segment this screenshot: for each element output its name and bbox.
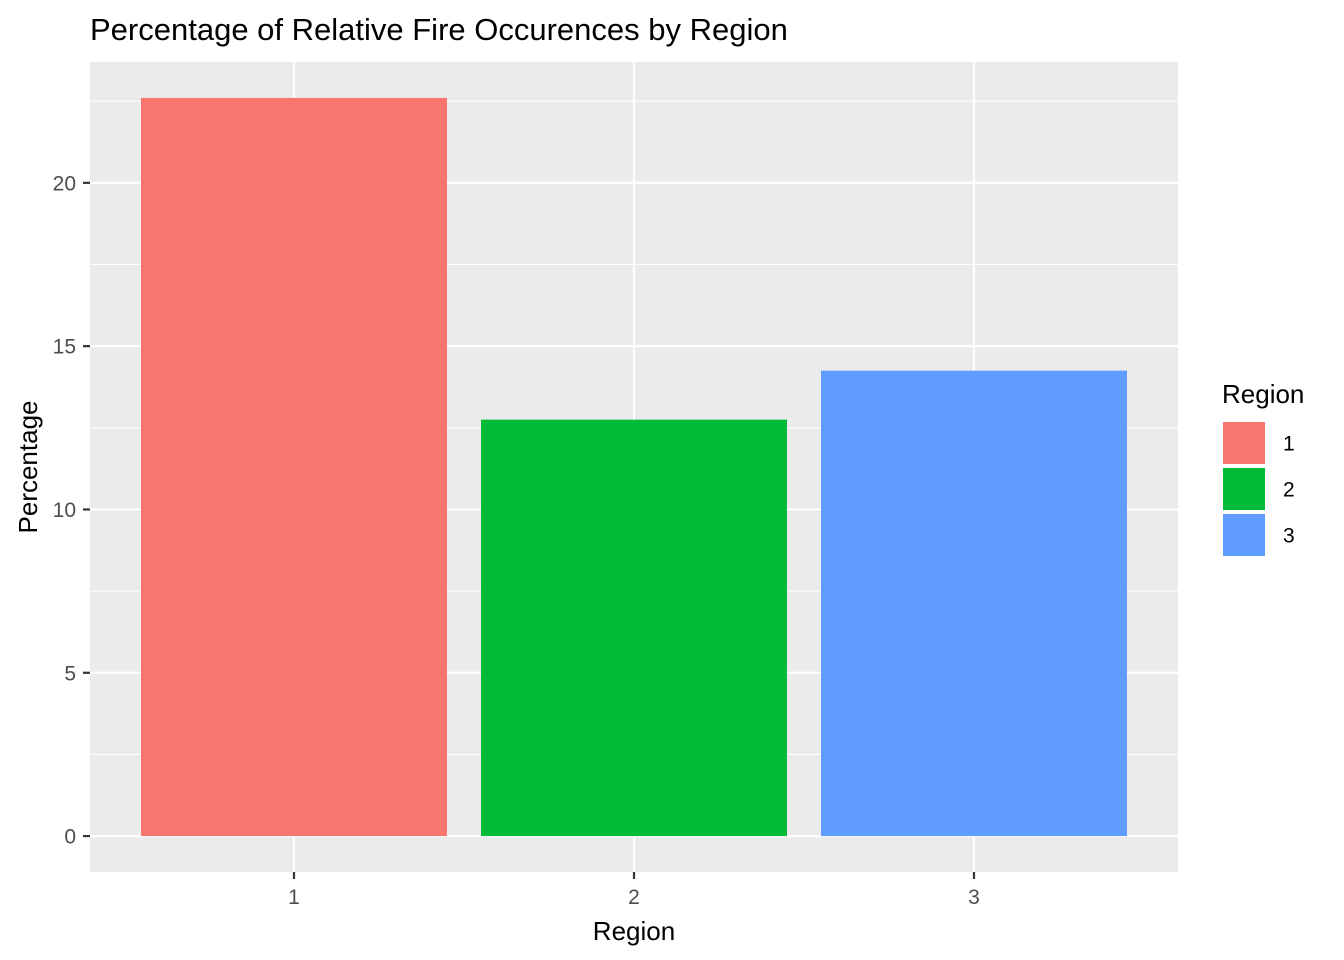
legend-key-1 [1221,420,1267,466]
x-axis: 1 2 3 [288,872,980,909]
x-tick-label: 2 [628,886,640,909]
chart-title: Percentage of Relative Fire Occurences b… [90,12,788,47]
y-tick-label: 10 [53,499,76,522]
bars [141,97,1127,837]
legend-key-2 [1221,466,1267,512]
legend-label: 2 [1283,479,1295,502]
legend-label: 1 [1283,433,1295,456]
y-tick-label: 20 [53,172,76,195]
x-axis-title: Region [593,916,675,946]
bar-region-2 [481,419,787,837]
y-tick-label: 5 [64,662,76,685]
legend-label: 3 [1283,525,1295,548]
y-tick-label: 0 [64,826,76,849]
bar-region-1 [141,97,447,837]
bar-region-3 [821,370,1127,837]
y-axis-title: Percentage [13,401,43,534]
legend-title: Region [1222,379,1304,409]
legend: Region 1 2 3 [1221,379,1304,558]
y-axis: 0 5 10 15 20 [53,172,90,849]
y-tick-label: 15 [53,336,76,359]
legend-key-3 [1221,512,1267,558]
x-tick-label: 1 [288,886,300,909]
x-tick-label: 3 [968,886,980,909]
